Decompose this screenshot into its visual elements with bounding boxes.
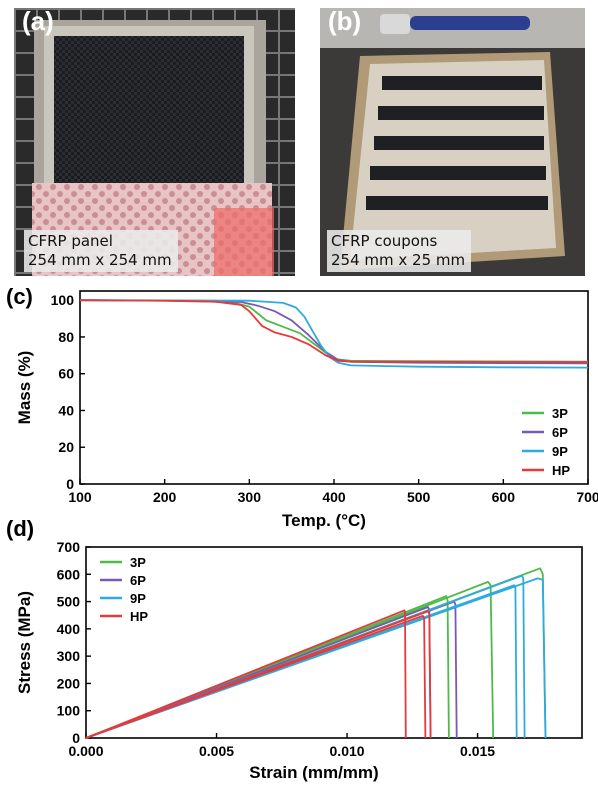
plot-frame [85,546,583,739]
y-tick-label: 0 [66,476,74,492]
series-line-9P [85,577,547,739]
x-tick-label: 600 [492,489,516,505]
series-line-HP [85,610,432,739]
x-tick-label: 0.015 [460,743,495,759]
caption-line-2: 254 mm x 254 mm [28,251,172,269]
charts-svg: 0 20 40 60 80 100 100 200 300 400 500 600 700 Temp. (… [6,284,598,782]
x-tick-label: 300 [238,489,262,505]
legend-label-3P: 3P [130,555,146,570]
y-axis-title: Mass (%) [15,351,34,425]
series-line-HP [85,609,407,739]
tga-chart: 0 20 40 60 80 100 100 200 300 400 500 600 700 Temp. (… [6,284,598,530]
y-tick-label: 300 [57,648,81,664]
caption-line-2: 254 mm x 25 mm [331,251,466,269]
x-tick-label: 0.000 [68,743,103,759]
panel-label-a: (a) [22,6,54,36]
caption-cfrp-coupons: CFRP coupons 254 mm x 25 mm [327,230,472,272]
photo-cfrp-coupons [320,8,585,276]
plot-frame [79,290,589,485]
legend-label-6P: 6P [552,425,568,440]
y-tick-label: 400 [57,621,81,637]
y-tick-label: 100 [51,292,75,308]
y-tick-label: 100 [57,703,81,719]
caption-line-1: CFRP coupons [331,232,438,250]
x-tick-label: 100 [68,489,92,505]
legend-label-HP: HP [552,463,570,478]
legend-label-3P: 3P [552,406,568,421]
photo-cfrp-coupons-graphic [320,8,585,276]
y-tick-label: 700 [57,539,81,555]
panel-label-b: (b) [328,6,362,36]
y-tick-label: 500 [57,594,81,610]
caption-line-1: CFRP panel [28,232,113,250]
legend-label-6P: 6P [130,573,146,588]
y-tick-label: 40 [58,402,74,418]
series-line-HP [85,614,427,739]
x-tick-label: 0.005 [199,743,234,759]
x-tick-label: 0.010 [330,743,365,759]
panel-label: (c) [6,284,33,309]
y-tick-label: 20 [58,439,74,455]
x-tick-label: 400 [322,489,346,505]
y-tick-label: 200 [57,675,81,691]
series-line-3P [85,581,495,739]
series-line-6P [79,299,589,365]
series-line-HP [79,299,588,363]
legend-label-9P: 9P [552,444,568,459]
caption-cfrp-panel: CFRP panel 254 mm x 254 mm [24,230,178,272]
x-tick-label: 700 [576,489,598,505]
series-line-9P [79,299,589,369]
panel-label: (d) [6,516,34,541]
x-tick-label: 200 [153,489,177,505]
series-line-3P [79,299,589,363]
tensile-chart: 0 100 200 300 400 500 600 700 0.000 0.005 0.010 0.0… [6,516,583,782]
y-tick-label: 0 [72,730,80,746]
legend-label-9P: 9P [130,591,146,606]
y-axis-title: Stress (MPa) [15,591,34,694]
y-tick-label: 600 [57,566,81,582]
y-tick-label: 60 [58,366,74,382]
x-axis-title: Strain (mm/mm) [249,763,378,782]
y-tick-label: 80 [58,329,74,345]
x-axis-title: Temp. (°C) [282,511,366,530]
series-line-3P [85,595,450,739]
legend-label-HP: HP [130,609,148,624]
x-tick-label: 500 [407,489,431,505]
